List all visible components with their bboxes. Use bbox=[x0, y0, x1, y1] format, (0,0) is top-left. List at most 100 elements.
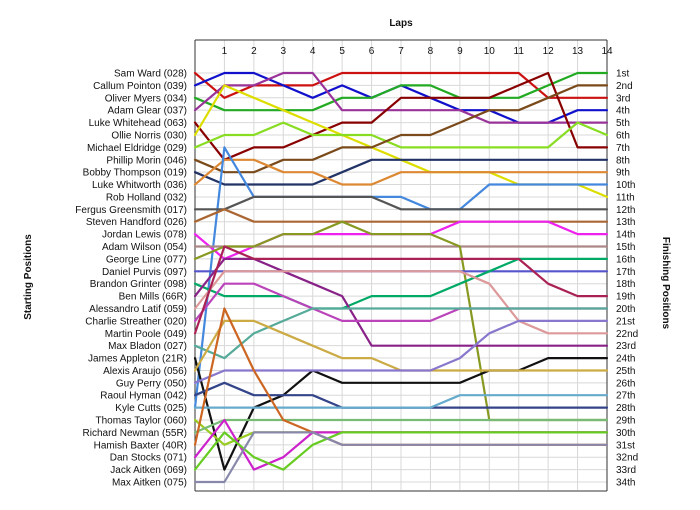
x-tick-label: 7 bbox=[398, 46, 404, 57]
finishing-position-label: 28th bbox=[616, 403, 635, 414]
series-line-12 bbox=[193, 195, 609, 211]
finishing-position-label: 3rd bbox=[616, 93, 630, 104]
starting-position-label: Luke Whitworth (036) bbox=[92, 180, 187, 191]
finishing-position-label: 11th bbox=[616, 192, 635, 203]
starting-position-label: Steven Handford (026) bbox=[86, 217, 187, 228]
finishing-position-label: 25th bbox=[616, 366, 635, 377]
x-tick-label: 1 bbox=[222, 46, 228, 57]
x-tick-label: 5 bbox=[339, 46, 345, 57]
axes bbox=[194, 39, 608, 492]
starting-position-label: Brandon Grinter (098) bbox=[90, 279, 187, 290]
finishing-position-label: 1st bbox=[616, 69, 630, 80]
series-line-23 bbox=[193, 307, 609, 360]
series-line-5 bbox=[193, 71, 609, 161]
starting-position-label: Guy Perry (050) bbox=[116, 378, 187, 389]
series-line-34 bbox=[193, 431, 609, 484]
finishing-positions-axis-label: Finishing Positions bbox=[660, 237, 671, 330]
finishing-position-label: 8th bbox=[616, 155, 630, 166]
starting-position-labels: Sam Ward (028)Callum Pointon (039)Oliver… bbox=[75, 69, 187, 489]
x-tick-label: 8 bbox=[428, 46, 434, 57]
series-line-10 bbox=[193, 158, 609, 186]
starting-position-label: Alexis Araujo (056) bbox=[103, 366, 187, 377]
series-line-18 bbox=[193, 257, 609, 310]
x-tick-label: 4 bbox=[310, 46, 316, 57]
series-line-26 bbox=[193, 319, 609, 384]
x-tick-label: 13 bbox=[572, 46, 584, 57]
x-tick-label: 14 bbox=[601, 46, 613, 57]
finishing-position-label: 17th bbox=[616, 267, 635, 278]
series-line-8 bbox=[193, 84, 609, 174]
starting-position-label: George Line (077) bbox=[106, 254, 187, 265]
starting-position-label: Charlie Streather (020) bbox=[85, 316, 187, 327]
finishing-position-label: 7th bbox=[616, 143, 630, 154]
starting-position-label: Martin Poole (049) bbox=[105, 329, 187, 340]
series-line-33 bbox=[193, 431, 609, 471]
series-line-30 bbox=[193, 418, 609, 434]
starting-position-label: Jordan Lewis (078) bbox=[102, 230, 187, 241]
starting-position-label: Sam Ward (028) bbox=[114, 69, 187, 80]
finishing-position-label: 12th bbox=[616, 205, 635, 216]
series-lines bbox=[193, 71, 609, 484]
finishing-position-label: 4th bbox=[616, 106, 630, 117]
starting-position-label: Fergus Greensmith (017) bbox=[75, 205, 187, 216]
x-tick-label: 3 bbox=[281, 46, 287, 57]
x-tick-label: 6 bbox=[369, 46, 375, 57]
series-line-19 bbox=[193, 257, 609, 347]
starting-position-label: Michael Eldridge (029) bbox=[87, 143, 187, 154]
starting-position-label: Jack Aitken (069) bbox=[110, 465, 187, 476]
series-line-4 bbox=[193, 71, 609, 124]
starting-position-label: Luke Whitehead (063) bbox=[89, 118, 187, 129]
finishing-position-label: 30th bbox=[616, 428, 635, 439]
finishing-position-label: 23rd bbox=[616, 341, 636, 352]
series-line-20 bbox=[193, 270, 609, 335]
x-tick-label: 12 bbox=[543, 46, 555, 57]
starting-position-label: James Appleton (21R) bbox=[88, 354, 187, 365]
starting-position-label: Dan Stocks (071) bbox=[110, 453, 187, 464]
finishing-position-label: 6th bbox=[616, 130, 630, 141]
finishing-position-label: 14th bbox=[616, 230, 635, 241]
chart-title: Laps bbox=[389, 18, 413, 29]
finishing-position-label: 16th bbox=[616, 254, 635, 265]
finishing-position-label: 26th bbox=[616, 378, 635, 389]
finishing-position-label: 29th bbox=[616, 416, 635, 427]
starting-position-label: Daniel Purvis (097) bbox=[102, 267, 187, 278]
x-tick-label: 11 bbox=[514, 46, 525, 57]
starting-positions-axis-label: Starting Positions bbox=[23, 234, 34, 320]
starting-position-label: Callum Pointon (039) bbox=[93, 81, 187, 92]
finishing-position-label: 20th bbox=[616, 304, 635, 315]
finishing-position-label: 19th bbox=[616, 292, 635, 303]
finishing-position-label: 15th bbox=[616, 242, 635, 253]
starting-position-label: Ben Mills (66R) bbox=[119, 292, 187, 303]
starting-position-label: Alessandro Latif (059) bbox=[89, 304, 187, 315]
finishing-position-label: 24th bbox=[616, 354, 635, 365]
starting-position-label: Rob Holland (032) bbox=[106, 192, 187, 203]
x-tick-labels: 1 2 3 4 5 6 7 8 9 10 11 12 13 14 bbox=[222, 46, 613, 57]
x-tick-label: 9 bbox=[457, 46, 463, 57]
starting-position-label: Adam Wilson (054) bbox=[102, 242, 187, 253]
series-line-22 bbox=[193, 245, 609, 335]
starting-position-label: Max Aitken (075) bbox=[112, 478, 187, 489]
series-line-3 bbox=[193, 71, 609, 112]
starting-position-label: Phillip Morin (046) bbox=[106, 155, 187, 166]
finishing-position-label: 31st bbox=[616, 440, 635, 451]
starting-position-label: Kyle Cutts (025) bbox=[115, 403, 187, 414]
x-tick-label: 2 bbox=[251, 46, 257, 57]
starting-position-label: Bobby Thompson (019) bbox=[83, 168, 187, 179]
starting-position-label: Oliver Myers (034) bbox=[105, 93, 187, 104]
finishing-position-label: 33rd bbox=[616, 465, 636, 476]
finishing-position-label: 32nd bbox=[616, 453, 638, 464]
series-line-9 bbox=[193, 158, 609, 186]
starting-position-label: Richard Newman (55R) bbox=[83, 428, 187, 439]
finishing-position-label: 22nd bbox=[616, 329, 638, 340]
finishing-position-labels: 1st2nd3rd4th5th6th7th8th9th10th11th12th1… bbox=[616, 69, 638, 489]
starting-position-label: Max Bladon (027) bbox=[108, 341, 187, 352]
finishing-position-label: 13th bbox=[616, 217, 635, 228]
starting-position-label: Adam Glear (037) bbox=[108, 106, 187, 117]
starting-position-label: Thomas Taylor (060) bbox=[95, 416, 187, 427]
finishing-position-label: 9th bbox=[616, 168, 630, 179]
starting-position-label: Raoul Hyman (042) bbox=[100, 391, 187, 402]
finishing-position-label: 5th bbox=[616, 118, 630, 129]
series-line-28 bbox=[193, 394, 609, 409]
finishing-position-label: 18th bbox=[616, 279, 635, 290]
